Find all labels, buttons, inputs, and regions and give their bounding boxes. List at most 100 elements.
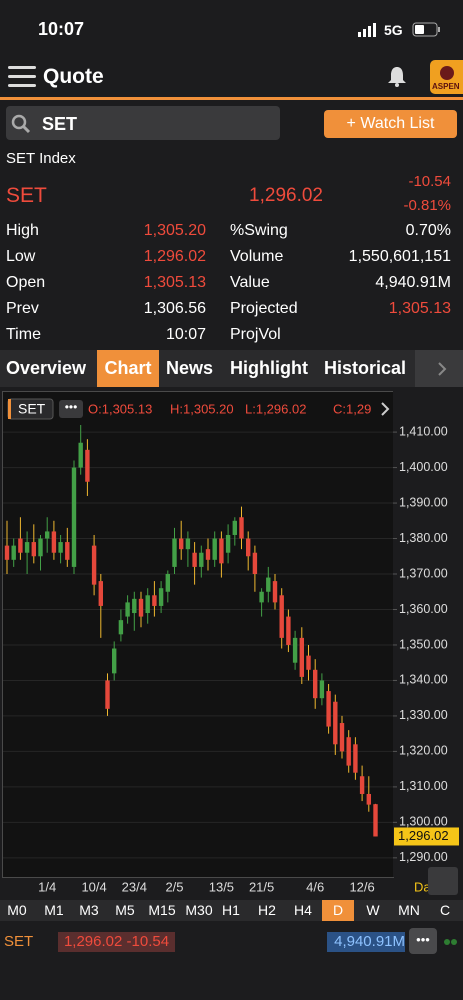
x-tick-label: 4/6 (306, 879, 324, 894)
field-value: 1,306.56 (143, 300, 206, 317)
field-label: Value (230, 274, 270, 291)
y-tick-label: 1,370.00 (399, 566, 448, 580)
candle-body (333, 701, 338, 745)
y-tick-label: 1,300.00 (399, 815, 448, 829)
timeframe[interactable]: M3 (79, 902, 99, 918)
footer-price: 1,296.02 -10.54 (58, 932, 175, 952)
candle-body (353, 744, 358, 773)
candle-body (78, 442, 83, 468)
timeframe[interactable]: M0 (7, 902, 27, 918)
x-tick-label: 10/4 (81, 879, 106, 894)
plot-area (2, 391, 394, 878)
y-tick-label: 1,340.00 (399, 673, 448, 687)
chart-menu-dots: ••• (65, 400, 78, 414)
candle-body (4, 545, 10, 560)
tab[interactable]: Historical (324, 358, 407, 378)
timeframe[interactable]: M15 (148, 902, 176, 918)
candle-body (326, 691, 331, 727)
tab[interactable]: Overview (6, 358, 87, 378)
candle-body (98, 581, 103, 606)
tab[interactable]: News (166, 358, 214, 378)
logo-text: ASPEN (432, 82, 460, 91)
ohlc-summary: C:1,29 (333, 401, 371, 416)
timeframe[interactable]: M5 (115, 902, 135, 918)
candle-body (18, 538, 23, 553)
candle-body (145, 595, 150, 614)
timeframe[interactable]: H4 (294, 902, 312, 918)
quote-change-pct: -0.81% (403, 197, 451, 214)
candle-body (11, 545, 16, 560)
candle-body (212, 538, 217, 560)
field-label: %Swing (230, 222, 288, 239)
candle-body (313, 669, 318, 699)
watchlist-button[interactable]: + Watch List (324, 110, 457, 138)
logo-badge[interactable]: ASPEN (430, 60, 463, 94)
timeframe[interactable]: D (322, 900, 354, 921)
candle-body (158, 588, 164, 606)
chart-menu-button[interactable] (59, 400, 83, 418)
timeframe[interactable]: MN (398, 902, 420, 918)
candle-body (366, 793, 371, 805)
x-tick-label: 21/5 (249, 879, 274, 894)
field-value: 1,296.02 (143, 248, 206, 265)
notification-bell[interactable] (386, 65, 408, 87)
candle-body (51, 531, 57, 553)
candle-body (286, 616, 291, 645)
x-tick-label: 13/5 (209, 879, 234, 894)
field-value: 1,305.13 (143, 274, 206, 291)
search-box[interactable]: SET (6, 106, 280, 140)
candle-body (373, 804, 378, 837)
timeframe[interactable]: H2 (258, 902, 276, 918)
header-title: Quote (43, 65, 104, 88)
field-label: Volume (230, 248, 284, 265)
candle-body (65, 542, 70, 560)
candle-body (118, 620, 124, 635)
ohlc-scroll[interactable] (378, 399, 393, 419)
tab[interactable]: Highlight (230, 358, 308, 378)
candle-body (339, 723, 345, 752)
expand-button[interactable] (428, 867, 458, 895)
candle-body (232, 520, 237, 535)
candle-body (199, 552, 204, 567)
y-tick-label: 1,330.00 (399, 708, 448, 722)
field-value: 1,305.20 (143, 222, 206, 239)
status-network: 5G (384, 22, 403, 38)
x-tick-label: 23/4 (122, 879, 147, 894)
candle-body (279, 595, 284, 638)
chevron-icon (438, 362, 447, 376)
candle-body (165, 574, 170, 592)
candle-body (292, 637, 298, 663)
menu-button[interactable] (8, 66, 36, 88)
timeframe[interactable]: W (366, 902, 380, 918)
field-label: High (6, 222, 39, 239)
candle-body (185, 538, 191, 550)
tab[interactable]: Chart (97, 350, 159, 387)
quote-change: -10.54 (408, 173, 451, 190)
y-axis-area (393, 391, 461, 877)
y-tick-label: 1,310.00 (399, 779, 448, 793)
field-label: Projected (230, 300, 298, 317)
timeframe[interactable]: H1 (222, 902, 240, 918)
ohlc-chevron (381, 402, 390, 416)
candle-body (179, 538, 184, 550)
tab-scroll-button[interactable] (415, 350, 463, 387)
candle-body (359, 776, 365, 794)
field-value: 0.70% (405, 222, 451, 239)
timeframe[interactable]: M1 (44, 902, 64, 918)
candle-body (85, 449, 90, 482)
timeframe[interactable]: M30 (185, 902, 213, 918)
footer-symbol: SET (4, 933, 34, 950)
candle-body (259, 591, 264, 603)
candle-body (266, 577, 271, 592)
candle-body (272, 581, 278, 603)
search-query: SET (42, 114, 78, 134)
candle-body (172, 538, 177, 567)
footer-value: 4,940.91M (327, 932, 405, 952)
timeframe[interactable]: C (439, 902, 451, 918)
footer-menu-button[interactable]: ••• (409, 928, 437, 954)
candle-body (246, 538, 251, 557)
candle-body (91, 545, 97, 585)
candle-body (192, 552, 197, 567)
x-tick-label: 12/6 (349, 879, 374, 894)
